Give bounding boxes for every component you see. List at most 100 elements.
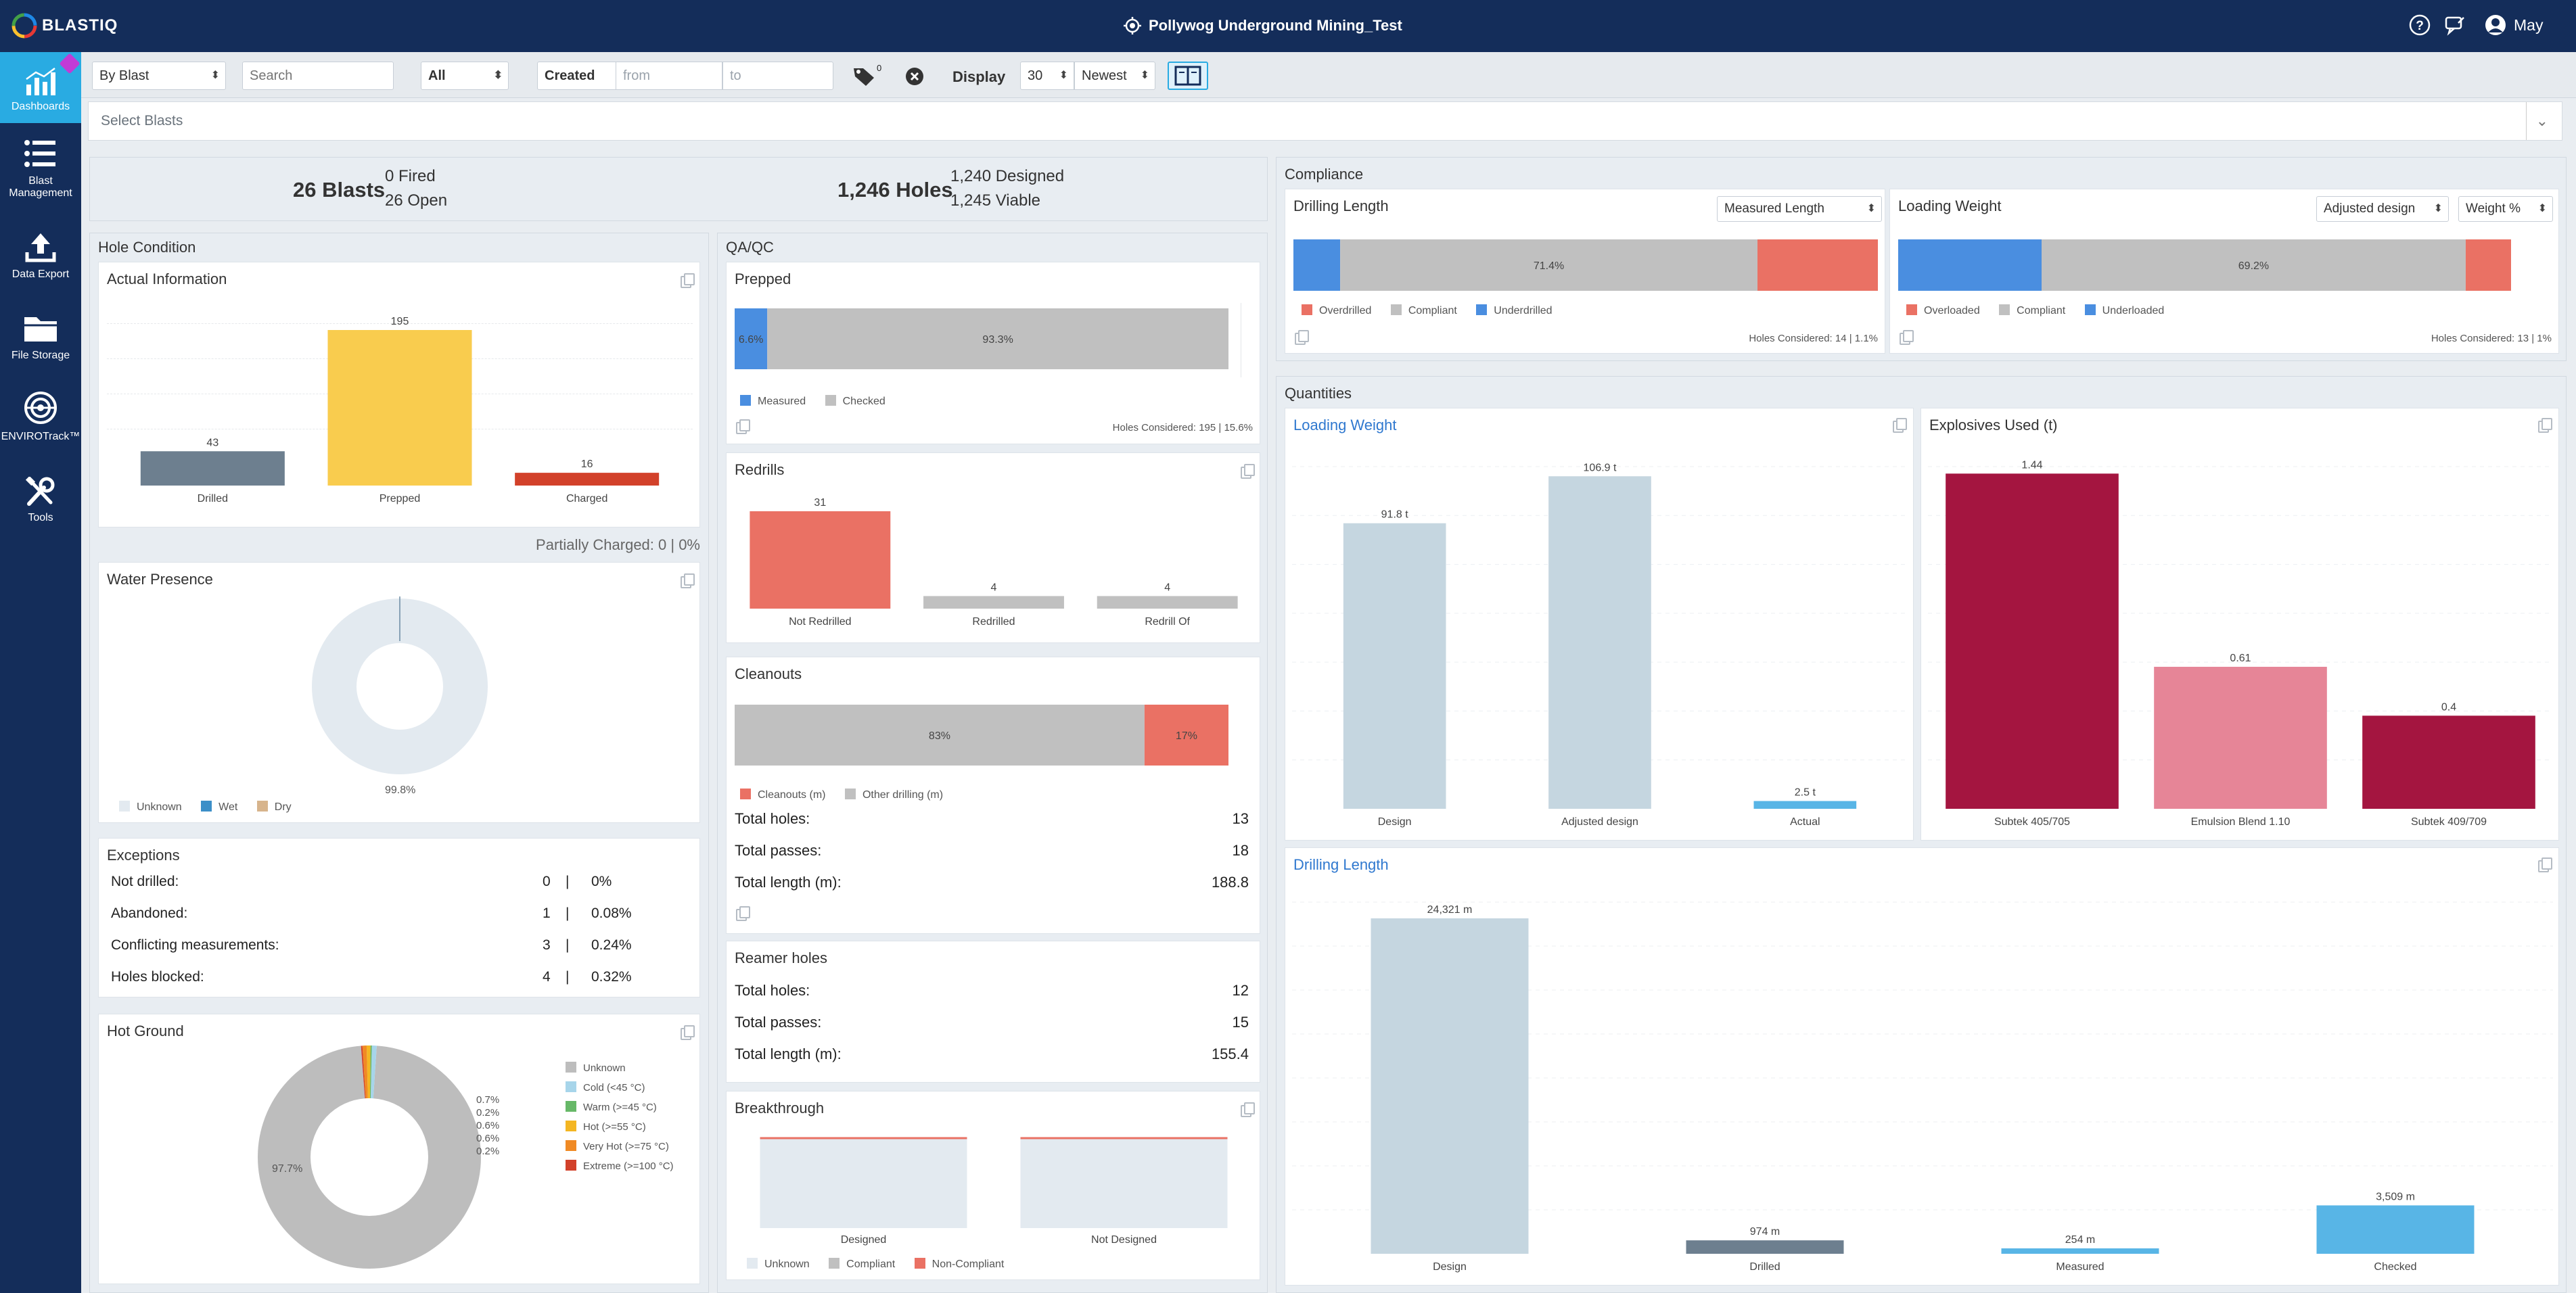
copy-icon[interactable]	[2538, 418, 2552, 433]
category-label: Redrill Of	[1145, 616, 1190, 628]
mode-select[interactable]: By Blast	[92, 62, 226, 90]
drilling-length-compliance-title: Drilling Length	[1293, 197, 1389, 214]
project-title-text: Pollywog Underground Mining_Test	[1149, 17, 1402, 34]
stat-value: 18	[1232, 842, 1249, 859]
copy-icon[interactable]	[736, 419, 750, 434]
breakthrough-card: Breakthrough Designed Not Designed Unknow…	[726, 1091, 1260, 1280]
copy-icon[interactable]	[681, 1025, 695, 1040]
clear-filters-icon[interactable]	[905, 67, 924, 86]
breakthrough-chart: Designed Not Designed	[760, 1137, 1228, 1246]
legend-unknown: Unknown	[764, 1259, 810, 1270]
qaqc-panel: QA/QC Prepped 6.6% 93.3% Measured Checked…	[717, 233, 1268, 1293]
envirotrack-icon	[24, 392, 57, 424]
legend-swatch	[844, 789, 856, 799]
folder-icon	[24, 317, 57, 342]
sidebar-item-tools[interactable]: Tools	[0, 477, 81, 524]
hot-ground-main-pct: 97.7%	[272, 1163, 303, 1175]
segment-overdrilled	[1757, 239, 1878, 291]
legend-overloaded: Overloaded	[1924, 305, 1980, 316]
select-blasts-dropdown[interactable]: Select Blasts ⌄	[88, 101, 2562, 141]
legend-other-drilling: Other drilling (m)	[862, 789, 944, 801]
bar-drilled	[1686, 1240, 1844, 1254]
drilling-length-mode-select[interactable]: Measured Length	[1717, 196, 1882, 222]
copy-icon[interactable]	[681, 273, 695, 288]
actual-information-card: Actual Information 43 Drilled 195 Prepped 16…	[98, 262, 700, 527]
value-label: 24,321 m	[1427, 904, 1473, 916]
prepped-footer: Holes Considered: 195 | 15.6%	[1112, 422, 1253, 433]
sidebar-item-file-storage[interactable]: File Storage	[0, 312, 81, 362]
sidebar-item-data-export[interactable]: Data Export	[0, 231, 81, 281]
sort-select[interactable]: Newest	[1074, 62, 1155, 90]
category-label: Designed	[841, 1234, 887, 1246]
search-input[interactable]	[242, 62, 394, 90]
sidebar-item-dashboards[interactable]: Dashboards	[0, 52, 81, 123]
tag-filter[interactable]: 0	[852, 63, 883, 87]
date-from-input[interactable]: from	[616, 62, 722, 90]
loading-unit-select[interactable]: Weight %	[2458, 196, 2553, 222]
exception-pct: 0.08%	[591, 906, 632, 921]
bar-not-designed	[1020, 1137, 1228, 1228]
copy-icon[interactable]	[1241, 464, 1255, 479]
display-count-select[interactable]: 30	[1020, 62, 1074, 90]
feedback-icon[interactable]	[2443, 14, 2466, 37]
status-select[interactable]: All	[421, 62, 509, 90]
bar-designed	[760, 1137, 967, 1228]
copy-icon[interactable]	[736, 906, 750, 921]
project-title[interactable]: Pollywog Underground Mining_Test	[1123, 11, 1402, 41]
segment-checked	[767, 308, 1228, 369]
reamer-title: Reamer holes	[735, 949, 827, 966]
copy-icon[interactable]	[1295, 330, 1309, 345]
prepped-title: Prepped	[735, 271, 791, 287]
segment-cleanouts-m	[1144, 705, 1228, 766]
sidebar-label-dashboards: Dashboards	[11, 101, 70, 112]
help-icon[interactable]: ?	[2408, 14, 2431, 37]
stat-label: Total length (m):	[735, 874, 842, 891]
edit-badge-icon[interactable]	[59, 53, 80, 74]
exception-label: Not drilled:	[111, 874, 179, 889]
legend-overdrilled: Overdrilled	[1319, 305, 1372, 316]
hot-ground-pct-label: 0.2%	[476, 1107, 500, 1119]
copy-icon[interactable]	[2538, 857, 2552, 872]
legend-swatch	[740, 789, 751, 799]
legend-compliant: Compliant	[846, 1259, 896, 1270]
loading-design-select[interactable]: Adjusted design	[2316, 196, 2449, 222]
sidebar-item-envirotrack[interactable]: ENVIROTrack™	[0, 390, 81, 443]
copy-icon[interactable]	[681, 573, 695, 588]
loading-compliance-footer: Holes Considered: 13 | 1%	[2431, 333, 2552, 344]
copy-icon[interactable]	[1241, 1102, 1255, 1117]
legend-item-very-hot-75-c: Very Hot (>=75 °C)	[566, 1140, 669, 1152]
tools-icon	[25, 477, 55, 506]
loading-compliance-legend: Overloaded Compliant Underloaded	[1906, 304, 2164, 317]
map-view-toggle[interactable]	[1168, 62, 1208, 90]
exceptions-title: Exceptions	[107, 847, 180, 864]
hot-ground-pct-label: 0.6%	[476, 1120, 500, 1131]
exception-pct: 0%	[591, 874, 612, 889]
stat-value: 12	[1232, 982, 1249, 999]
legend-label: Extreme (>=100 °C)	[583, 1160, 674, 1172]
legend-swatch	[740, 395, 751, 406]
bar-subtek-409-709	[2362, 715, 2535, 809]
exceptions-card: Exceptions Not drilled: 0 | 0% Abandoned: 1 | 0…	[98, 838, 700, 997]
value-label: 43	[206, 437, 218, 448]
sidebar-label-tools: Tools	[28, 512, 53, 523]
hot-ground-title: Hot Ground	[107, 1022, 184, 1039]
copy-icon[interactable]	[1893, 418, 1907, 433]
bar-charged	[515, 473, 660, 486]
summary-panel: 26 Blasts 0 Fired 26 Open 1,246 Holes 1,…	[89, 157, 1268, 221]
bar-prepped	[327, 330, 472, 486]
upload-icon	[25, 233, 56, 262]
drilling-compliance-stacked-bar: 71.4%	[1293, 239, 1878, 291]
legend-label: Hot (>=55 °C)	[583, 1121, 646, 1133]
copy-icon[interactable]	[1900, 330, 1914, 345]
category-label: Design	[1378, 816, 1412, 828]
sidebar-item-blast-management[interactable]: Blast Management	[0, 137, 81, 199]
legend-swatch	[566, 1081, 576, 1092]
legend-swatch	[1999, 304, 2010, 315]
stat-value: 155.4	[1211, 1045, 1249, 1062]
chevron-down-icon[interactable]: ⌄	[2525, 102, 2548, 140]
breakthrough-legend: Unknown Compliant Non-Compliant	[747, 1258, 1004, 1271]
date-to-input[interactable]: to	[722, 62, 833, 90]
sidebar-label-blast-management: Blast Management	[9, 175, 72, 199]
user-menu[interactable]: May	[2484, 12, 2543, 38]
logo[interactable]: BLASTIQ	[11, 11, 118, 41]
